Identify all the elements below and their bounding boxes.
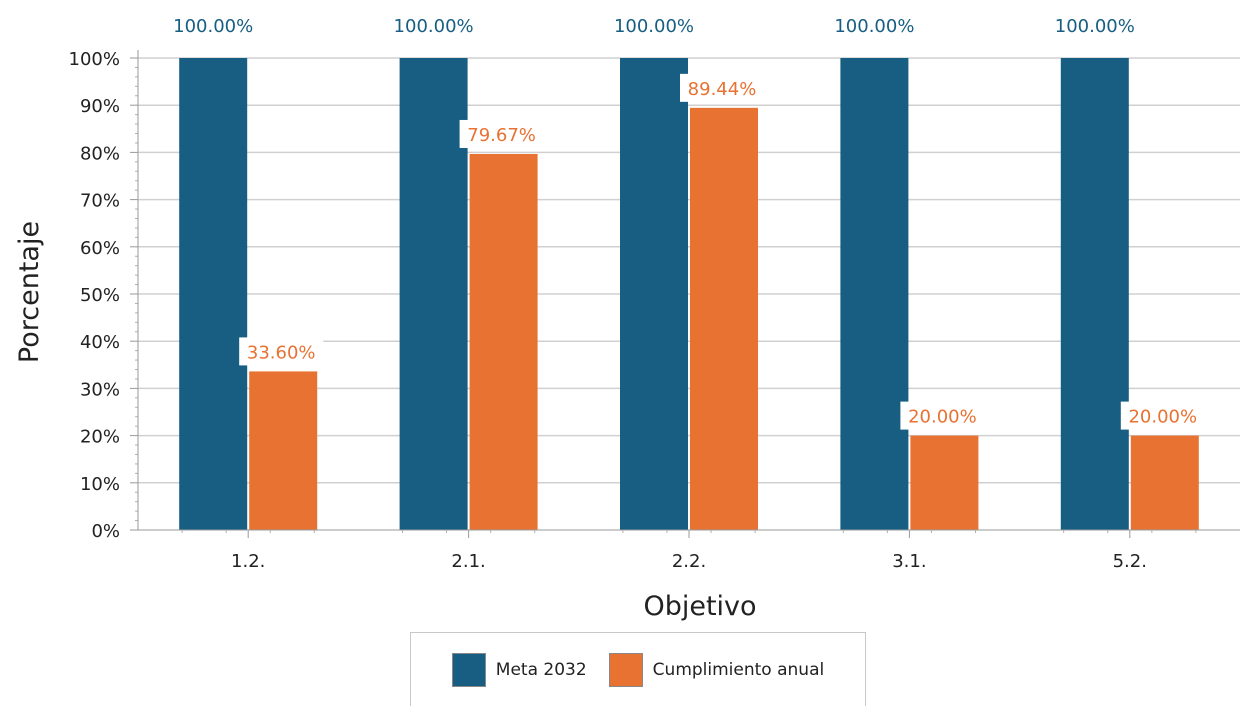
y-tick-label: 40% <box>80 332 120 353</box>
x-tick-label: 2.1. <box>451 551 485 572</box>
data-labels: 100.00% 33.60% 100.00% 79.67% 100.00% 89.44% 1… <box>173 16 1205 430</box>
bar-meta-2032[interactable] <box>620 58 688 530</box>
bar-cumplimiento-anual[interactable] <box>469 153 538 531</box>
data-label-bg <box>900 401 985 430</box>
bar-meta-2032[interactable] <box>179 58 248 530</box>
y-tick-label: 30% <box>80 379 120 400</box>
legend-label-cumplimiento: Cumplimiento anual <box>652 659 825 680</box>
data-label-bg <box>239 337 324 366</box>
y-tick-label: 10% <box>80 474 120 495</box>
bar-chart: 0% 10% 20% 30% 40% 50% 60% 70% 80% 90% 100% 1.2. 2.1… <box>14 16 1240 622</box>
y-tick-label: 50% <box>80 285 120 306</box>
data-label-cumplimiento: 79.67% <box>467 125 536 146</box>
x-axis-title: Objetivo <box>643 591 756 622</box>
bar-cumplimiento-anual[interactable] <box>690 107 758 530</box>
bar-cumplimiento-anual[interactable] <box>910 435 979 530</box>
data-label-bg <box>459 119 544 148</box>
legend-swatch-cumplimiento <box>608 652 643 687</box>
data-label-meta: 100.00% <box>834 16 914 37</box>
data-label-meta: 100.00% <box>173 16 253 37</box>
legend-item-series-1[interactable]: Meta 2032 <box>451 652 587 687</box>
data-label-meta: 100.00% <box>614 16 694 37</box>
bar-meta-2032[interactable] <box>840 58 909 530</box>
y-tick-label: 0% <box>91 521 120 542</box>
y-tick-label: 60% <box>80 238 120 259</box>
x-tick-label: 1.2. <box>231 551 265 572</box>
data-label-meta: 100.00% <box>394 16 474 37</box>
y-tick-label: 90% <box>80 96 120 117</box>
y-tick-label: 100% <box>69 49 120 70</box>
data-label-cumplimiento: 20.00% <box>908 407 977 428</box>
x-tick-label: 2.2. <box>672 551 706 572</box>
data-label-bg <box>680 73 764 102</box>
x-tick-label: 5.2. <box>1113 551 1147 572</box>
data-label-cumplimiento: 89.44% <box>688 79 757 100</box>
bar-cumplimiento-anual[interactable] <box>1130 435 1199 530</box>
bar-cumplimiento-anual[interactable] <box>249 371 318 530</box>
data-label-cumplimiento: 20.00% <box>1128 407 1197 428</box>
y-axis-title: Porcentaje <box>14 221 45 363</box>
data-label-cumplimiento: 33.60% <box>247 342 316 363</box>
legend-label-meta: Meta 2032 <box>495 659 587 680</box>
legend: Meta 2032 Cumplimiento anual <box>410 632 866 706</box>
data-label-meta: 100.00% <box>1055 16 1135 37</box>
data-label-bg <box>1120 401 1205 430</box>
bar-meta-2032[interactable] <box>399 58 468 530</box>
axes: 0% 10% 20% 30% 40% 50% 60% 70% 80% 90% 100% 1.2. 2.1… <box>69 49 1240 572</box>
bars <box>179 58 1199 531</box>
legend-item-series-2[interactable]: Cumplimiento anual <box>608 652 825 687</box>
y-tick-label: 20% <box>80 427 120 448</box>
y-tick-label: 70% <box>80 191 120 212</box>
bar-meta-2032[interactable] <box>1060 58 1129 530</box>
x-tick-label: 3.1. <box>892 551 926 572</box>
legend-swatch-meta <box>451 652 486 687</box>
y-tick-label: 80% <box>80 143 120 164</box>
